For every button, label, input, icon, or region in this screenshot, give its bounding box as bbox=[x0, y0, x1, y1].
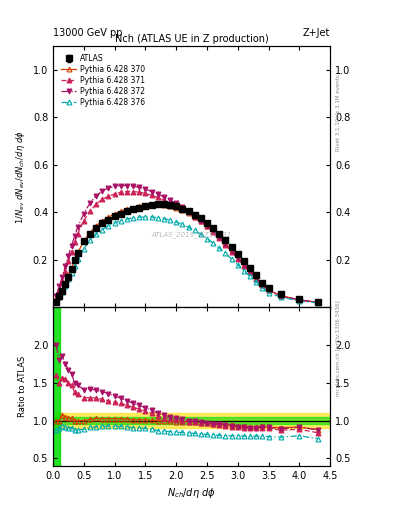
Text: mcplots.cern.ch [arXiv:1306.3436]: mcplots.cern.ch [arXiv:1306.3436] bbox=[336, 301, 341, 396]
Y-axis label: $1/N_{ev}\ dN_{ev}/dN_{ch}/d\eta\ d\phi$: $1/N_{ev}\ dN_{ev}/dN_{ch}/d\eta\ d\phi$ bbox=[14, 130, 27, 224]
Text: 13000 GeV pp: 13000 GeV pp bbox=[53, 28, 123, 38]
Bar bbox=[53, 413, 330, 428]
Legend: ATLAS, Pythia 6.428 370, Pythia 6.428 371, Pythia 6.428 372, Pythia 6.428 376: ATLAS, Pythia 6.428 370, Pythia 6.428 37… bbox=[60, 53, 146, 108]
X-axis label: $N_{ch}/d\eta\ d\phi$: $N_{ch}/d\eta\ d\phi$ bbox=[167, 486, 216, 500]
Text: Z+Jet: Z+Jet bbox=[303, 28, 330, 38]
Title: Nch (ATLAS UE in Z production): Nch (ATLAS UE in Z production) bbox=[115, 34, 268, 44]
Y-axis label: Ratio to ATLAS: Ratio to ATLAS bbox=[18, 356, 27, 417]
Bar bbox=[53, 417, 330, 424]
Bar bbox=[53, 308, 61, 466]
Text: ATLAS_2019_I1736531: ATLAS_2019_I1736531 bbox=[151, 231, 232, 238]
Text: Rivet 3.1.10, ≥ 3.1M events: Rivet 3.1.10, ≥ 3.1M events bbox=[336, 74, 341, 151]
